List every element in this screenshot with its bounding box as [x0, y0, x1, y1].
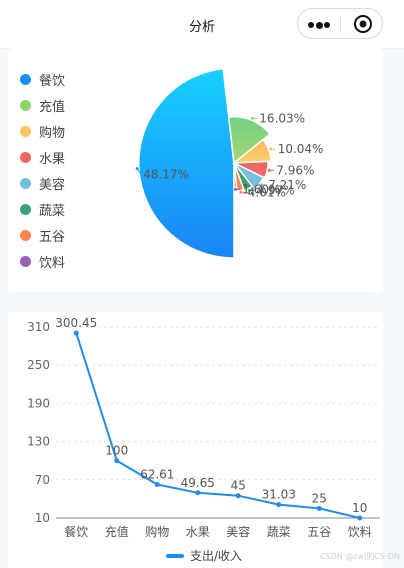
pie-leader-line: [136, 168, 142, 175]
legend-dot: [20, 73, 31, 85]
legend-label: 餐饮: [39, 73, 66, 89]
data-value-label: 25: [312, 491, 327, 505]
legend-label: 充值: [39, 99, 66, 115]
legend-label: 饮料: [39, 255, 66, 271]
data-point[interactable]: [154, 482, 160, 488]
watermark: CSDN @zwj的CS-DN: [319, 552, 400, 561]
data-value-label: 300.45: [55, 316, 97, 330]
line-legend[interactable]: 支出/收入: [166, 547, 242, 564]
pie-slice-5[interactable]: [233, 162, 254, 192]
legend-dot: [20, 255, 31, 267]
legend-label: 购物: [39, 125, 66, 141]
page-title: 分析: [188, 20, 215, 35]
pie-slice-3[interactable]: [233, 160, 269, 179]
legend-item-5[interactable]: 蔬菜: [20, 196, 65, 222]
data-point[interactable]: [235, 493, 241, 499]
pie-percent-label: 4.97%: [256, 184, 294, 198]
series-name: 支出/收入: [190, 549, 243, 563]
x-tick-label: 饮料: [348, 525, 372, 539]
data-point[interactable]: [357, 515, 363, 521]
more-icon[interactable]: [308, 21, 330, 29]
pie-percent-label: 48.17%: [143, 168, 189, 182]
legend-label: 水果: [39, 151, 66, 167]
pie-percent-label: 7.21%: [268, 178, 306, 192]
data-value-label: 49.65: [181, 476, 215, 490]
data-value-label: 45: [231, 479, 246, 493]
y-tick-label: 130: [27, 435, 50, 449]
line-chart: 10 70 130 190 250 310 餐饮 充值 购物 水果 美容 蔬菜 五谷 饮料 300.45 1…: [27, 316, 380, 539]
legend-label: 美容: [39, 177, 66, 193]
legend-item-0[interactable]: 餐饮: [20, 66, 65, 92]
pie-slice-7[interactable]: [233, 162, 238, 189]
data-value-label: 31.03: [262, 488, 296, 502]
legend-item-4[interactable]: 美容: [20, 170, 65, 196]
data-point[interactable]: [276, 502, 282, 508]
capsule-divider: [340, 16, 341, 31]
close-target-icon[interactable]: [353, 14, 373, 34]
legend-item-3[interactable]: 水果: [20, 144, 65, 170]
y-tick-label: 190: [27, 396, 50, 410]
x-tick-label: 美容: [226, 524, 250, 539]
pie-percent-label: 10.04%: [278, 142, 324, 156]
pie-percent-label: 1.60%: [242, 182, 280, 196]
legend-label: 五谷: [39, 229, 66, 245]
x-tick-label: 水果: [186, 525, 210, 539]
legend-dot: [20, 125, 31, 137]
legend-dot: [20, 177, 31, 189]
pie-percent-label: 16.03%: [259, 111, 305, 125]
data-value-label: 62.61: [140, 468, 174, 482]
pie-slice-1[interactable]: [227, 115, 272, 165]
pie-slice-4[interactable]: [233, 162, 265, 190]
legend-dot: [20, 203, 31, 215]
legend-item-6[interactable]: 五谷: [20, 222, 65, 248]
x-tick-label: 餐饮: [64, 524, 88, 539]
legend-dot: [20, 229, 31, 241]
data-point[interactable]: [73, 330, 79, 336]
pie-percent-label: 7.96%: [276, 163, 314, 177]
legend-dot: [20, 99, 31, 111]
series-swatch: [166, 553, 184, 558]
y-tick-label: 310: [27, 320, 50, 334]
pie-percent-label: 4.01%: [248, 185, 286, 199]
x-tick-label: 充值: [105, 524, 129, 539]
data-value-label: 100: [105, 444, 128, 458]
legend-label: 蔬菜: [39, 203, 66, 219]
legend-item-1[interactable]: 充值: [20, 92, 65, 118]
y-tick-label: 10: [35, 511, 50, 525]
y-tick-label: 70: [35, 473, 50, 487]
legend-item-7[interactable]: 饮料: [20, 248, 65, 274]
rose-pie-chart: 48.17% 16.03% 10.04% 7.96%7.21%4.97%4.01%1.…: [135, 67, 324, 259]
legend-dot: [20, 151, 31, 163]
data-point[interactable]: [114, 458, 120, 464]
pie-legend: 餐饮 充值 购物 水果 美容 蔬菜 五谷 饮料: [20, 66, 65, 274]
pie-slice-0[interactable]: [138, 67, 235, 259]
mini-program-capsule: [297, 8, 383, 39]
data-point[interactable]: [195, 490, 201, 496]
y-tick-label: 250: [27, 358, 50, 372]
x-tick-label: 购物: [145, 524, 169, 539]
line-card: [8, 312, 383, 568]
pie-slice-2[interactable]: [231, 138, 272, 164]
x-tick-label: 蔬菜: [267, 525, 291, 539]
x-tick-label: 五谷: [307, 525, 331, 539]
nav-bar: 分析: [0, 0, 404, 49]
legend-item-2[interactable]: 购物: [20, 118, 65, 144]
data-point[interactable]: [316, 505, 322, 511]
series-line: [75, 332, 361, 519]
data-value-label: 10: [352, 501, 367, 515]
